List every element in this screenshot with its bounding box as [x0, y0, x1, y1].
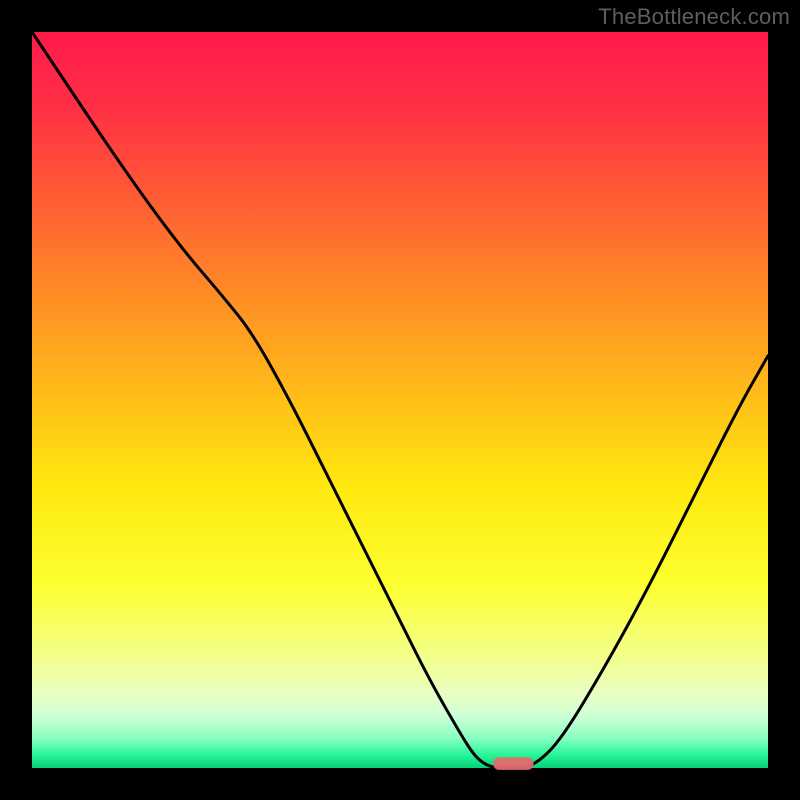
watermark-text: TheBottleneck.com [598, 4, 790, 30]
plot-area [0, 0, 800, 800]
optimum-marker [493, 757, 533, 770]
chart-frame: TheBottleneck.com [0, 0, 800, 800]
chart-background-gradient [32, 32, 768, 768]
bottleneck-curve-chart [0, 0, 800, 800]
